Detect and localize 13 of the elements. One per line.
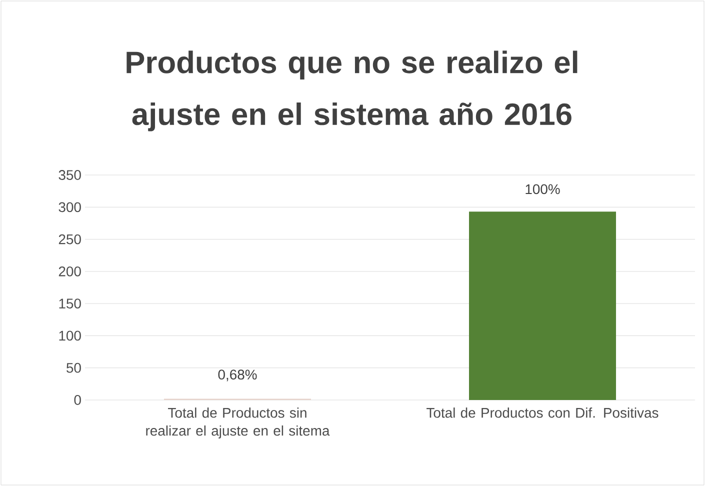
y-tick-label: 300 xyxy=(58,202,81,212)
y-tick-label: 350 xyxy=(58,170,81,180)
chart-title: Productos que no se realizo el ajuste en el sistema año 2016 xyxy=(126,50,578,132)
x-tick-label: Total de Productos sin realizar el ajuste en el sitema xyxy=(146,408,330,438)
y-tick-label: 0 xyxy=(74,395,81,405)
y-tick-label: 150 xyxy=(59,298,81,309)
y-tick-label: 50 xyxy=(66,362,81,373)
annotation: 0,68% xyxy=(218,370,257,382)
x-tick-label: Total de Productos con Dif. Positivas xyxy=(426,408,658,418)
y-tick-label: 250 xyxy=(58,234,81,244)
annotation: 100% xyxy=(526,184,560,194)
y-tick-label: 200 xyxy=(58,266,81,276)
y-tick-label: 100 xyxy=(59,330,81,341)
